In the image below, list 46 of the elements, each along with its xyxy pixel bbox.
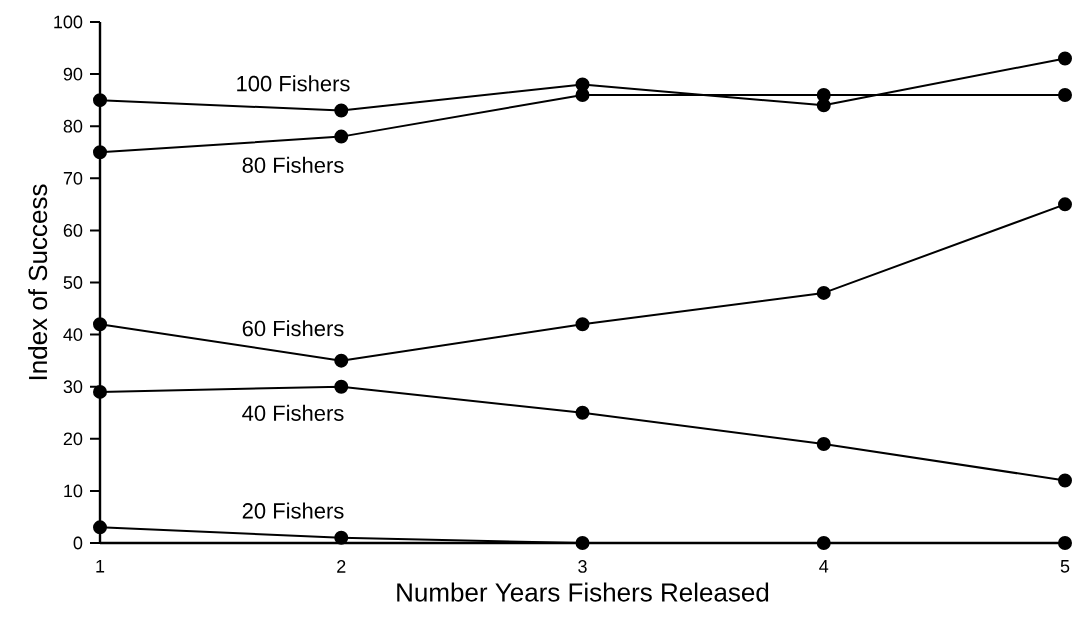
y-tick-label: 40 (63, 328, 83, 341)
point (575, 536, 590, 550)
point (816, 87, 831, 102)
point (334, 530, 349, 545)
x-tick-label: 3 (578, 560, 587, 573)
point (334, 353, 349, 368)
point (816, 536, 831, 550)
y-tick-label: 100 (54, 15, 83, 29)
y-axis-title: Index of Success (28, 184, 48, 380)
point (816, 285, 831, 300)
point (93, 93, 107, 108)
series-label: 40 Fishers (242, 404, 344, 421)
x-tick-label: 1 (96, 560, 105, 573)
point (575, 317, 590, 332)
point (1058, 473, 1072, 488)
point (1058, 51, 1072, 66)
x-tick-label: 5 (1060, 560, 1070, 573)
y-tick-label: 90 (63, 67, 83, 81)
point (1058, 197, 1072, 212)
y-tick-label: 80 (63, 119, 83, 133)
series-label: 80 Fishers (242, 156, 344, 173)
y-tick-label: 70 (63, 171, 83, 185)
series-label: 20 Fishers (242, 502, 344, 519)
point (93, 317, 107, 332)
y-tick-label: 60 (63, 224, 83, 237)
point (334, 379, 349, 394)
point (334, 103, 349, 118)
point (93, 520, 107, 535)
point (334, 129, 349, 144)
point (93, 145, 107, 160)
point (575, 405, 590, 420)
y-tick-label: 10 (64, 484, 83, 498)
point (816, 437, 831, 452)
y-tick-label: 50 (63, 276, 83, 289)
point (575, 87, 590, 102)
point (1058, 536, 1072, 550)
series-label: 100 Fishers (237, 75, 350, 92)
x-axis-title: Number Years Fishers Released (397, 582, 769, 602)
series-label: 60 Fishers (242, 320, 344, 337)
y-tick-label: 30 (63, 380, 83, 394)
y-tick-label: 0 (73, 536, 83, 550)
x-tick-label: 4 (819, 560, 829, 573)
point (1058, 87, 1072, 102)
y-tick-label: 20 (63, 432, 83, 446)
x-tick-label: 2 (337, 560, 346, 573)
point (93, 384, 107, 399)
